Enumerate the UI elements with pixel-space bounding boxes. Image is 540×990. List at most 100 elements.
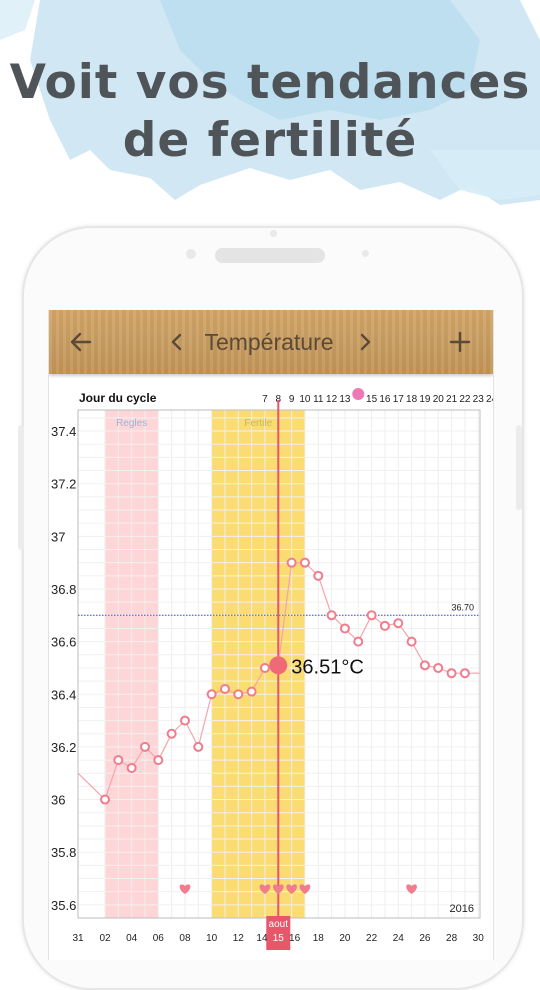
- cycle-day-label: 23: [473, 394, 485, 405]
- cycle-axis-label: Jour du cycle: [79, 391, 157, 405]
- year-label: 2016: [450, 903, 474, 915]
- temperature-point: [326, 610, 337, 621]
- x-date-label: 26: [419, 933, 431, 944]
- phone-side-button-right: [516, 425, 522, 510]
- temperature-point: [379, 620, 390, 631]
- next-period-button[interactable]: [347, 310, 383, 374]
- current-cycle-day-marker: [352, 388, 365, 400]
- fertile-band: [211, 410, 305, 918]
- temperature-point: [179, 715, 190, 726]
- x-date-label: 30: [473, 933, 485, 944]
- x-date-label: 10: [206, 933, 218, 944]
- cycle-day-label: 24: [486, 394, 493, 405]
- temperature-point: [193, 741, 204, 752]
- temperature-point: [206, 689, 217, 700]
- phone-sensor: [270, 230, 277, 237]
- x-date-label: 08: [179, 933, 191, 944]
- y-tick-label: 37.4: [51, 424, 76, 439]
- chevron-left-icon: [171, 333, 182, 351]
- cycle-day-label: 20: [433, 394, 445, 405]
- temperature-point: [299, 557, 310, 568]
- y-tick-label: 35.8: [51, 845, 76, 860]
- x-date-label: 14: [256, 933, 268, 944]
- headline-line-2: de fertilité: [122, 113, 418, 168]
- cycle-day-label: 8: [276, 394, 282, 405]
- x-date-label: 04: [126, 933, 138, 944]
- phone-sensor-2: [362, 250, 369, 257]
- temperature-point: [259, 662, 270, 673]
- plus-icon: [449, 331, 471, 353]
- y-tick-label: 37: [51, 529, 65, 544]
- phone-side-button-left: [18, 425, 24, 550]
- cycle-day-label: 21: [446, 394, 458, 405]
- month-label: aout: [269, 919, 289, 930]
- temperature-point: [393, 618, 404, 629]
- x-date-label: 20: [339, 933, 351, 944]
- temperature-chart[interactable]: Regles Fertile 37.4 37.2 37 36.8 36.6 36.4 36.2 3…: [49, 374, 493, 960]
- cycle-day-label: 16: [379, 394, 391, 405]
- intercourse-heart-icon: [179, 884, 191, 895]
- cycle-day-label: 7: [262, 394, 268, 405]
- temperature-point: [246, 686, 257, 697]
- temperature-point: [433, 662, 444, 673]
- x-date-label: 16: [289, 933, 301, 944]
- promo-headline: Voit vos tendances de fertilité: [0, 54, 540, 170]
- cycle-day-label: 22: [459, 394, 471, 405]
- add-entry-button[interactable]: [435, 310, 485, 374]
- x-date-label: 06: [153, 933, 165, 944]
- temperature-point: [153, 755, 164, 766]
- y-tick-label: 36.2: [51, 740, 76, 755]
- app-screen: Température Regles Fertile 37.4 37.2 37 36.8 3…: [48, 310, 494, 960]
- temperature-point: [286, 557, 297, 568]
- arrow-left-icon: [70, 332, 92, 352]
- coverline-label: 36.70: [451, 602, 474, 612]
- intercourse-heart-icon: [286, 884, 297, 895]
- temperature-point: [139, 741, 150, 752]
- back-button[interactable]: [57, 310, 105, 374]
- y-tick-label: 37.2: [51, 477, 76, 492]
- selected-temperature-label: 36.51°C: [291, 656, 364, 678]
- app-toolbar: Température: [49, 310, 493, 374]
- selected-date-box: [266, 916, 291, 950]
- fertile-band-label: Fertile: [244, 418, 272, 429]
- phone-speaker: [215, 248, 325, 263]
- temperature-point: [126, 762, 137, 773]
- temperature-point: [446, 668, 457, 679]
- chevron-right-icon: [360, 333, 371, 351]
- watercolor-background: [0, 0, 540, 205]
- x-date-label: 28: [446, 933, 458, 944]
- intercourse-heart-icon: [259, 884, 271, 895]
- cycle-day-label: 12: [326, 394, 338, 405]
- toolbar-title: Température: [204, 329, 334, 355]
- x-date-label: 22: [366, 933, 378, 944]
- temperature-point: [313, 570, 324, 581]
- headline-line-1: Voit vos tendances: [9, 55, 531, 110]
- cycle-day-label: 13: [339, 394, 351, 405]
- y-tick-label: 36.4: [51, 687, 76, 702]
- cycle-day-label: 18: [406, 394, 418, 405]
- cycle-day-label: 10: [299, 394, 311, 405]
- intercourse-heart-icon: [406, 884, 417, 895]
- temperature-point: [419, 660, 430, 671]
- x-date-label: 12: [233, 933, 245, 944]
- temperature-point: [353, 636, 364, 647]
- temperature-point: [166, 728, 177, 739]
- intercourse-heart-icon: [272, 884, 284, 895]
- temperature-point: [459, 668, 470, 679]
- intercourse-heart-icon: [299, 884, 311, 895]
- temperature-point: [366, 610, 377, 621]
- y-tick-label: 36.6: [51, 635, 76, 650]
- temperature-point: [100, 794, 110, 805]
- x-date-label: 31: [72, 933, 84, 944]
- selected-date-label: 15: [273, 933, 285, 944]
- previous-period-button[interactable]: [159, 310, 195, 374]
- cycle-day-label: 11: [313, 394, 324, 405]
- y-tick-label: 36: [51, 793, 65, 808]
- cycle-day-label: 15: [366, 394, 378, 405]
- x-date-label: 18: [313, 933, 325, 944]
- cycle-day-label: 9: [289, 394, 295, 405]
- temperature-point: [113, 755, 124, 766]
- temperature-point: [233, 689, 244, 700]
- y-tick-label: 35.6: [51, 898, 76, 913]
- cycle-day-label: 19: [419, 394, 431, 405]
